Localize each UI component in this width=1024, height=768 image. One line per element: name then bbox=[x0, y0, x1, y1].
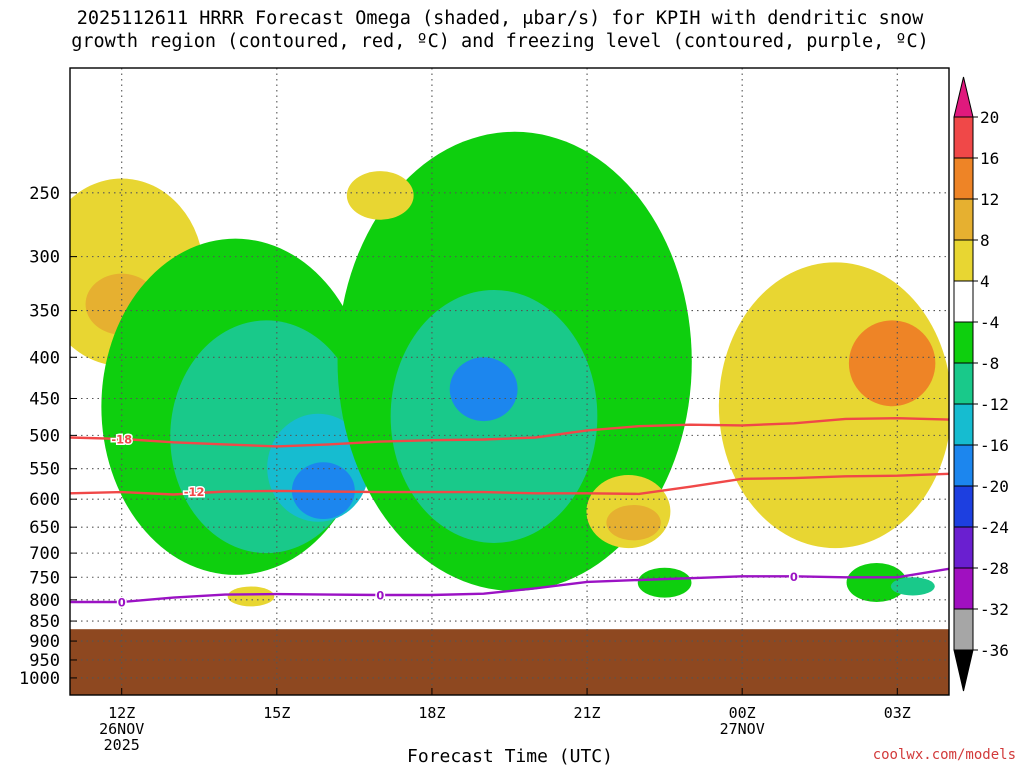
colorbar-label-10: -20 bbox=[980, 477, 1009, 496]
y-tick-label-850: 850 bbox=[29, 612, 60, 632]
y-tick-label-800: 800 bbox=[29, 591, 60, 611]
y-tick-label-750: 750 bbox=[29, 568, 60, 588]
y-tick-label-250: 250 bbox=[29, 184, 60, 204]
y-tick-label-500: 500 bbox=[29, 426, 60, 446]
plot-area: -18 -12 0 0 0 bbox=[70, 68, 949, 695]
colorbar-label-14: -36 bbox=[980, 641, 1009, 660]
contour-label-3-1: 0 bbox=[118, 596, 126, 610]
colorbar-bin-6 bbox=[953, 321, 974, 364]
colorbar-bin-5 bbox=[953, 280, 974, 323]
x-tick-label-18Z-1: 18Z bbox=[418, 704, 445, 722]
contour-label-3-3: 0 bbox=[790, 570, 798, 584]
y-tick-label-1000: 1000 bbox=[19, 669, 60, 689]
colorbar-bin-12 bbox=[953, 567, 974, 610]
y-tick-label-600: 600 bbox=[29, 490, 60, 510]
x-tick-label-12Z-2: 26NOV bbox=[99, 720, 144, 738]
colorbar-label-9: -16 bbox=[980, 436, 1009, 455]
y-tick-label-900: 900 bbox=[29, 632, 60, 652]
colorbar-bin-13 bbox=[953, 608, 974, 651]
chart-title-line-2: growth region (contoured, red, ºC) and f… bbox=[71, 31, 929, 52]
colorbar-bin-11 bbox=[953, 526, 974, 569]
omega-shading bbox=[70, 131, 949, 607]
x-axis-title: Forecast Time (UTC) bbox=[407, 746, 613, 767]
contour-lines: -18 -12 0 0 0 bbox=[70, 416, 949, 611]
colorbar-label-6: -4 bbox=[980, 313, 999, 332]
colorbar-bin-7 bbox=[953, 362, 974, 405]
colorbar-bin-8 bbox=[953, 403, 974, 446]
contour-line-1 bbox=[70, 416, 949, 448]
omega-feature-13 bbox=[606, 504, 661, 541]
contour-line-3 bbox=[70, 567, 949, 604]
colorbar-label-11: -24 bbox=[980, 518, 1009, 537]
y-tick-label-950: 950 bbox=[29, 651, 60, 671]
contour-label-3-2: 0 bbox=[376, 588, 384, 602]
colorbar-label-2: 16 bbox=[980, 149, 999, 168]
colorbar-label-4: 8 bbox=[980, 231, 990, 250]
omega-feature-14 bbox=[718, 262, 949, 549]
x-tick-label-03Z-1: 03Z bbox=[884, 704, 911, 722]
colorbar-top-arrow bbox=[953, 76, 974, 118]
chart-title-line-1: 2025112611 HRRR Forecast Omega (shaded, … bbox=[76, 8, 924, 29]
omega-feature-15 bbox=[848, 320, 936, 407]
colorbar-bin-4 bbox=[953, 239, 974, 282]
y-tick-label-550: 550 bbox=[29, 460, 60, 480]
colorbar-bin-2 bbox=[953, 157, 974, 200]
colorbar-bin-1 bbox=[953, 116, 974, 159]
y-tick-label-650: 650 bbox=[29, 518, 60, 538]
contour-line-2 bbox=[70, 472, 949, 496]
colorbar-bin-3 bbox=[953, 198, 974, 241]
colorbar-label-1: 20 bbox=[980, 108, 999, 127]
colorbar-bottom-arrow bbox=[953, 649, 974, 692]
omega-feature-10 bbox=[346, 171, 414, 220]
y-tick-label-350: 350 bbox=[29, 302, 60, 322]
colorbar-label-7: -8 bbox=[980, 354, 999, 373]
colorbar-label-3: 12 bbox=[980, 190, 999, 209]
contour-label-1-1: -18 bbox=[111, 432, 132, 446]
x-tick-label-00Z-1: 00Z bbox=[729, 704, 756, 722]
x-tick-label-12Z-1: 12Z bbox=[108, 704, 135, 722]
site-credit: coolwx.com/models bbox=[872, 747, 1016, 763]
x-tick-label-00Z-2: 27NOV bbox=[720, 720, 765, 738]
x-tick-label-15Z-1: 15Z bbox=[263, 704, 290, 722]
omega-feature-16 bbox=[637, 567, 692, 598]
colorbar: 20 16 12 8 4 -4 -8 -12 -16 -20 -24 -28 -32 -36 bbox=[953, 76, 1009, 692]
omega-feature-17 bbox=[846, 562, 907, 603]
colorbar-label-8: -12 bbox=[980, 395, 1009, 414]
y-tick-label-400: 400 bbox=[29, 348, 60, 368]
colorbar-bin-10 bbox=[953, 485, 974, 528]
omega-feature-9 bbox=[449, 357, 518, 422]
y-tick-label-450: 450 bbox=[29, 390, 60, 410]
y-tick-label-700: 700 bbox=[29, 544, 60, 564]
omega-feature-11 bbox=[227, 586, 275, 607]
colorbar-label-13: -32 bbox=[980, 600, 1009, 619]
x-tick-label-12Z-3: 2025 bbox=[104, 736, 140, 754]
colorbar-bin-9 bbox=[953, 444, 974, 487]
omega-feature-18 bbox=[890, 577, 935, 596]
contour-label-2-1: -12 bbox=[184, 485, 205, 499]
y-axis-ticks: 2503003504004505005506006507007508008509… bbox=[19, 184, 77, 689]
colorbar-label-5: 4 bbox=[980, 272, 990, 291]
plot-frame bbox=[69, 67, 950, 696]
x-tick-label-21Z-1: 21Z bbox=[574, 704, 601, 722]
terrain-below-ground bbox=[70, 629, 949, 695]
colorbar-label-12: -28 bbox=[980, 559, 1009, 578]
y-tick-label-300: 300 bbox=[29, 248, 60, 268]
